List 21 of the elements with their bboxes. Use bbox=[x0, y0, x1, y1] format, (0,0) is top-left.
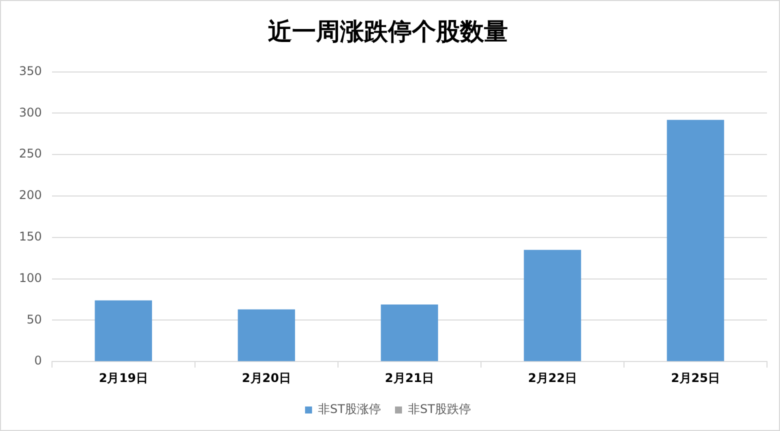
bar bbox=[380, 304, 438, 362]
chart-title: 近一周涨跌停个股数量 bbox=[268, 18, 508, 46]
y-tick-label: 100 bbox=[19, 270, 42, 285]
y-tick-label: 150 bbox=[19, 230, 42, 244]
x-tick-label: 2月21日 bbox=[384, 370, 434, 385]
y-tick-label: 200 bbox=[19, 188, 42, 202]
legend-label: 非ST股跌停 bbox=[408, 402, 471, 416]
legend-label: 非ST股涨停 bbox=[318, 402, 382, 416]
x-tick-label: 2月22日 bbox=[528, 370, 578, 385]
bar bbox=[94, 300, 152, 362]
x-tick-label: 2月20日 bbox=[242, 370, 291, 385]
y-tick-label: 0 bbox=[34, 354, 42, 368]
y-tick-label: 250 bbox=[19, 146, 42, 161]
y-tick-label: 300 bbox=[19, 105, 42, 120]
bar bbox=[238, 309, 296, 362]
bar bbox=[524, 250, 582, 362]
bar bbox=[666, 120, 724, 362]
y-tick-label: 350 bbox=[19, 64, 42, 78]
y-tick-label: 50 bbox=[26, 312, 42, 326]
x-tick-label: 2月19日 bbox=[98, 370, 148, 385]
x-tick-label: 2月25日 bbox=[670, 370, 720, 385]
